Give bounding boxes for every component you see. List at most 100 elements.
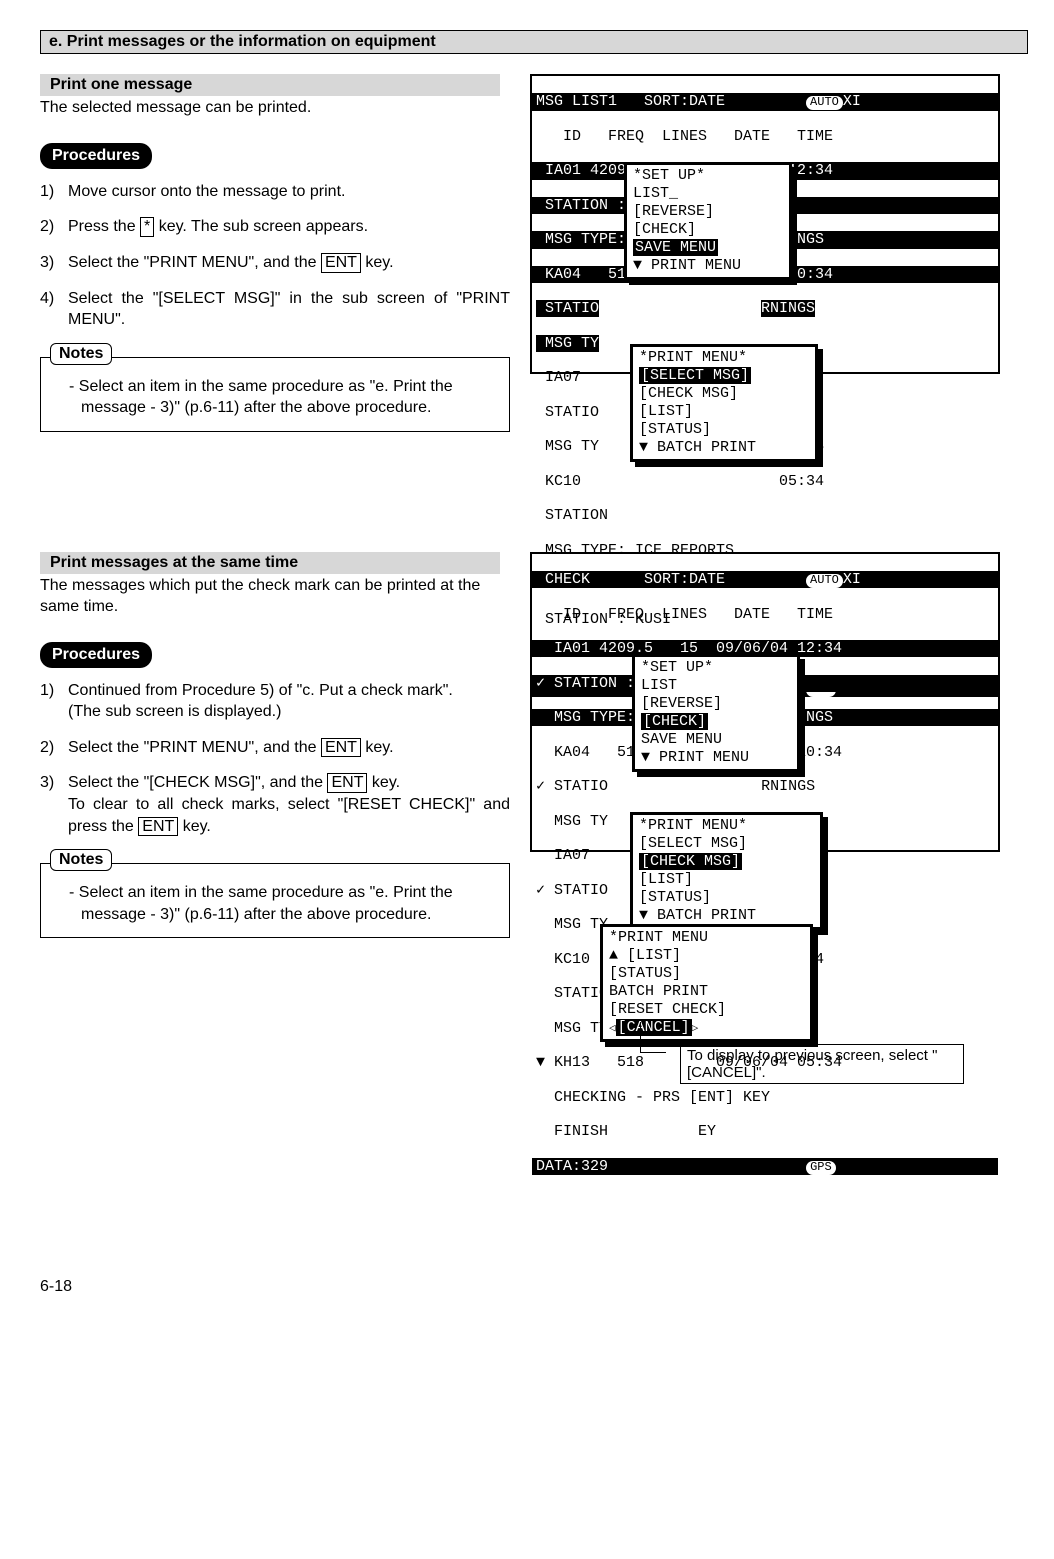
steps-1: 1) Move cursor onto the message to print… xyxy=(40,181,510,331)
t: MSG LIST1 SORT:DATE xyxy=(536,93,806,110)
row: STATIO xyxy=(536,300,599,317)
row: KC10 xyxy=(536,951,590,968)
popup-title: *PRINT MENU* xyxy=(639,349,747,366)
key-star: * xyxy=(140,217,154,237)
row: MSG TY xyxy=(536,335,599,352)
steps-2: 1) Continued from Procedure 5) of "c. Pu… xyxy=(40,680,510,838)
popup-item: BATCH PRINT xyxy=(648,907,756,924)
section-1-text: Print one message The selected message c… xyxy=(40,74,510,432)
popup-title: *PRINT MENU xyxy=(609,929,708,946)
popup-item: [STATUS] xyxy=(609,965,681,982)
t: Select the "[CHECK MSG]", and the xyxy=(68,774,327,791)
popup-item: LIST xyxy=(641,677,677,694)
down-arrow-icon xyxy=(641,749,650,766)
popup-item: BATCH PRINT xyxy=(648,439,756,456)
popup-title: *PRINT MENU* xyxy=(639,817,747,834)
popup-item-selected: [CHECK] xyxy=(641,713,708,730)
notes-text: - Select an item in the same procedure a… xyxy=(81,376,495,419)
row: RNINGS xyxy=(761,300,815,317)
step-num: 1) xyxy=(40,181,68,203)
row: STATION xyxy=(532,507,998,524)
row: MSG TY xyxy=(536,916,608,933)
popup-item: [CHECK] xyxy=(633,221,696,238)
popup-item: [CHECK MSG] xyxy=(639,385,738,402)
t: XI xyxy=(843,571,861,588)
t: key. xyxy=(361,254,394,271)
popup-item: BATCH PRINT xyxy=(609,983,708,1000)
popup-item: [LIST] xyxy=(627,947,681,964)
key-ent: ENT xyxy=(327,773,367,793)
step-text: Select the "PRINT MENU", and the ENT key… xyxy=(68,252,510,274)
step-text: Press the * key. The sub screen appears. xyxy=(68,216,510,238)
cursor-icon: ◁ xyxy=(609,1023,616,1035)
procedures-badge-2: Procedures xyxy=(40,642,152,668)
key-ent: ENT xyxy=(138,817,178,837)
step-text: Continued from Procedure 5) of "c. Put a… xyxy=(68,680,510,723)
popup-item-selected: [SELECT MSG] xyxy=(639,367,751,384)
setup-popup-1: *SET UP* LIST_ [REVERSE] [CHECK] SAVE ME… xyxy=(624,162,792,280)
auto-pill: AUTO xyxy=(806,96,843,110)
popup-item: [RESET CHECK] xyxy=(609,1001,726,1018)
notes-box: - Select an item in the same procedure a… xyxy=(40,863,510,938)
row: 05:34 xyxy=(770,473,824,490)
t: key. xyxy=(367,774,400,791)
popup-item: PRINT MENU xyxy=(642,257,741,274)
down-arrow-icon xyxy=(639,907,648,924)
step-num: 3) xyxy=(40,772,68,837)
row: IA07 xyxy=(536,847,590,864)
popup-item: PRINT MENU xyxy=(650,749,749,766)
popup-item-selected: [CHECK MSG] xyxy=(639,853,742,870)
t: (The sub screen is displayed.) xyxy=(68,703,281,720)
intro-1: The selected message can be printed. xyxy=(40,98,510,119)
t: Select the "PRINT MENU", and the xyxy=(68,739,321,756)
callout-connector xyxy=(640,1022,666,1053)
notes-label: Notes xyxy=(50,343,112,365)
popup-item-selected: SAVE MENU xyxy=(633,239,718,256)
row: ✓ STATIO xyxy=(536,778,608,795)
row: IA07 xyxy=(536,369,581,386)
step-num: 2) xyxy=(40,737,68,759)
step-num: 4) xyxy=(40,288,68,331)
notes-box: - Select an item in the same procedure a… xyxy=(40,357,510,432)
notes-2: Notes - Select an item in the same proce… xyxy=(40,863,510,938)
step-text: Select the "[SELECT MSG]" in the sub scr… xyxy=(68,288,510,331)
terminal-1: MSG LIST1 SORT:DATE AUTOXI ID FREQ LINES… xyxy=(530,74,1000,374)
popup-item: SAVE MENU xyxy=(641,731,722,748)
notes-text: - Select an item in the same procedure a… xyxy=(81,882,495,925)
data-line: DATA:329 xyxy=(536,1158,608,1175)
t: Select the "PRINT MENU", and the xyxy=(68,254,321,271)
intro-2: The messages which put the check mark ca… xyxy=(40,576,510,618)
down-arrow-icon xyxy=(639,439,648,456)
row: STATIO xyxy=(536,404,599,421)
section-1: Print one message The selected message c… xyxy=(40,74,1024,432)
popup-title: *SET UP* xyxy=(633,167,705,184)
section-2: Print messages at the same time The mess… xyxy=(40,552,1024,938)
t: key. The sub screen appears. xyxy=(154,218,368,235)
popup-item: [SELECT MSG] xyxy=(639,835,747,852)
page-number: 6-18 xyxy=(40,1278,1024,1296)
print-menu-popup-2a: *PRINT MENU* [SELECT MSG] [CHECK MSG] [L… xyxy=(630,812,823,930)
down-arrow-icon xyxy=(633,257,642,274)
print-menu-popup-2b: *PRINT MENU [LIST] [STATUS] BATCH PRINT … xyxy=(600,924,813,1042)
popup-item: LIST_ xyxy=(633,185,678,202)
row: ✓ STATIO xyxy=(536,882,608,899)
row: RNINGS xyxy=(761,778,815,795)
t: CHECK SORT:DATE xyxy=(536,571,806,588)
subhead-1: Print one message xyxy=(40,74,500,96)
t: key. xyxy=(361,739,394,756)
screenshot-2: CHECK SORT:DATE AUTOXI ID FREQ LINES DAT… xyxy=(530,552,1000,938)
popup-item: [REVERSE] xyxy=(641,695,722,712)
setup-popup-2: *SET UP* LIST [REVERSE] [CHECK] SAVE MEN… xyxy=(632,654,800,772)
t: key. xyxy=(178,818,211,835)
popup-item: [STATUS] xyxy=(639,889,711,906)
notes-label: Notes xyxy=(50,849,112,871)
t: Press the xyxy=(68,218,140,235)
step-text: Select the "PRINT MENU", and the ENT key… xyxy=(68,737,510,759)
step-text: Select the "[CHECK MSG]", and the ENT ke… xyxy=(68,772,510,837)
key-ent: ENT xyxy=(321,738,361,758)
cursor-icon: ▷ xyxy=(692,1023,699,1035)
row: MSG TY xyxy=(536,438,599,455)
terminal-2: CHECK SORT:DATE AUTOXI ID FREQ LINES DAT… xyxy=(530,552,1000,852)
popup-item: [LIST] xyxy=(639,403,693,420)
section-2-text: Print messages at the same time The mess… xyxy=(40,552,510,938)
